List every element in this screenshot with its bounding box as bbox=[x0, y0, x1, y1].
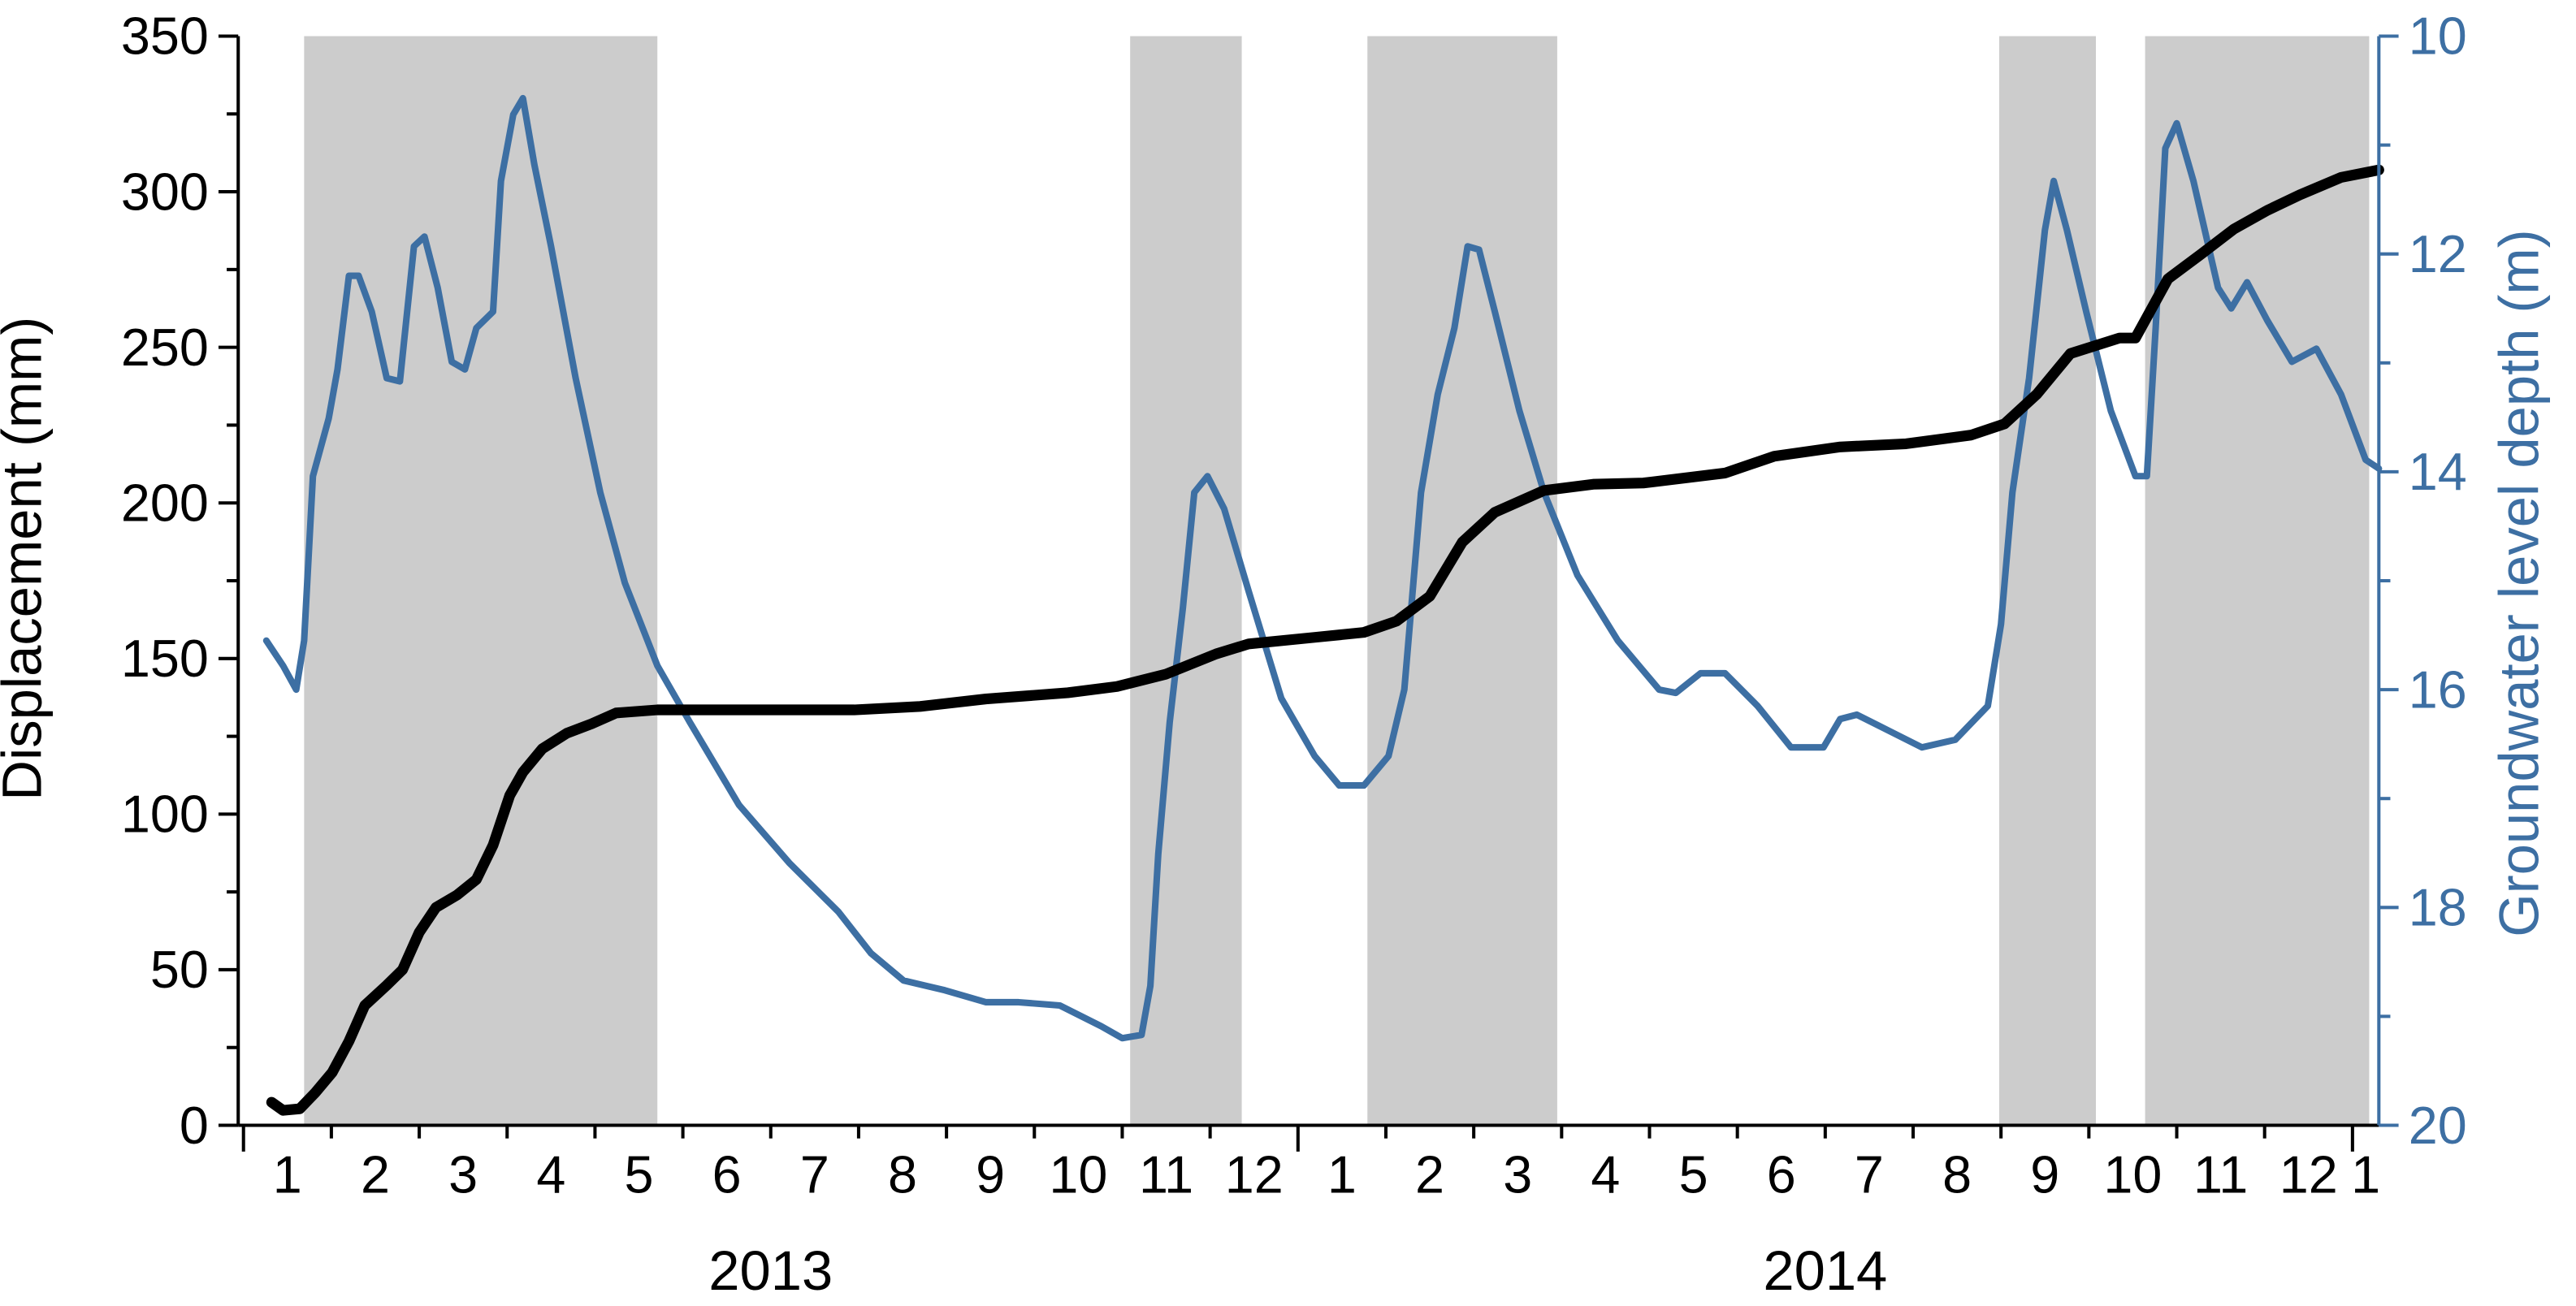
x-tick-label: 12 bbox=[1225, 1144, 1284, 1204]
x-tick-label: 10 bbox=[1049, 1144, 1107, 1204]
y2-axis-title: Groundwater level depth (m) bbox=[2487, 229, 2550, 936]
x-tick-label: 6 bbox=[1767, 1144, 1796, 1204]
year-label: 2013 bbox=[708, 1239, 833, 1302]
y2-tick-label: 12 bbox=[2409, 224, 2467, 283]
x-tick-label: 9 bbox=[2030, 1144, 2059, 1204]
y2-tick-label: 16 bbox=[2409, 659, 2467, 719]
x-tick-label: 5 bbox=[1679, 1144, 1708, 1204]
x-tick-label: 4 bbox=[1591, 1144, 1620, 1204]
shaded-period bbox=[1367, 36, 1557, 1126]
x-tick-label: 3 bbox=[448, 1144, 478, 1204]
x-tick-label: 7 bbox=[800, 1144, 829, 1204]
y-tick-label: 250 bbox=[121, 318, 209, 377]
x-tick-label: 2 bbox=[1415, 1144, 1444, 1204]
x-tick-label: 10 bbox=[2103, 1144, 2162, 1204]
y-tick-label: 50 bbox=[150, 940, 209, 999]
x-tick-label: 6 bbox=[712, 1144, 742, 1204]
y2-tick-label: 14 bbox=[2409, 442, 2467, 501]
y-tick-label: 0 bbox=[180, 1096, 209, 1155]
x-tick-label: 12 bbox=[2279, 1144, 2338, 1204]
x-tick-label: 9 bbox=[976, 1144, 1005, 1204]
x-tick-label: 8 bbox=[888, 1144, 917, 1204]
y-tick-label: 350 bbox=[121, 6, 209, 66]
data-line bbox=[262, 94, 2383, 1042]
x-tick-label: 7 bbox=[1855, 1144, 1884, 1204]
year-label: 2014 bbox=[1763, 1239, 1887, 1302]
x-tick-label: 5 bbox=[625, 1144, 654, 1204]
y2-tick-label: 10 bbox=[2409, 6, 2467, 66]
x-tick-label: 4 bbox=[536, 1144, 565, 1204]
y-axis-title: Displacement (mm) bbox=[0, 317, 54, 801]
y-tick-label: 100 bbox=[121, 785, 209, 844]
x-tick-label: 3 bbox=[1503, 1144, 1532, 1204]
shaded-period bbox=[304, 36, 658, 1126]
x-tick-label: 2 bbox=[361, 1144, 390, 1204]
shaded-period bbox=[2145, 36, 2370, 1126]
y2-tick-label: 18 bbox=[2409, 878, 2467, 937]
x-tick-label: 1 bbox=[1327, 1144, 1357, 1204]
y2-tick-label: 20 bbox=[2409, 1096, 2467, 1155]
x-tick-label: 1 bbox=[273, 1144, 302, 1204]
y-tick-label: 300 bbox=[121, 162, 209, 221]
x-tick-label: 1 bbox=[2351, 1144, 2380, 1204]
y-tick-label: 150 bbox=[121, 629, 209, 688]
x-tick-label: 11 bbox=[2193, 1144, 2248, 1204]
x-tick-label: 11 bbox=[1139, 1144, 1193, 1204]
data-line bbox=[266, 164, 2384, 1116]
x-tick-label: 8 bbox=[1942, 1144, 1972, 1204]
y-tick-label: 200 bbox=[121, 473, 209, 532]
